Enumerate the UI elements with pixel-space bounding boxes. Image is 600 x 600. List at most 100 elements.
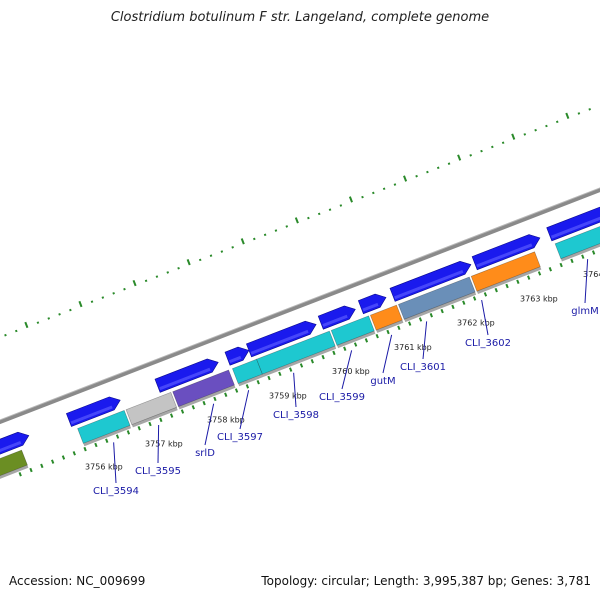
inner-tick — [310, 359, 314, 364]
backbone-line — [0, 187, 600, 425]
inner-tick — [234, 388, 239, 393]
gene-label: CLI_3598 — [273, 410, 319, 421]
inner-tick — [581, 254, 585, 259]
kbp-scale-labels: 3756 kbp 3757 kbp 3758 kbp 3759 kbp 3760 kbp… — [85, 270, 600, 472]
reverse-gene-block — [77, 410, 131, 444]
outer-tick-dot — [24, 321, 29, 329]
inner-tick — [429, 313, 433, 318]
inner-tick — [451, 304, 455, 310]
reverse-gene-block — [398, 276, 476, 320]
reverse-gene-shadow — [178, 385, 236, 410]
inner-tick — [375, 333, 379, 339]
inner-tick — [267, 375, 271, 381]
kbp-label: 3758 kbp — [207, 415, 245, 424]
inner-tick — [213, 396, 217, 402]
accession-label: Accession: NC_009699 — [9, 574, 146, 588]
outer-tick-dot — [426, 170, 429, 174]
reverse-gene-shadow — [83, 425, 131, 447]
outer-tick-dot — [372, 191, 375, 195]
outer-tick-dot — [511, 133, 516, 140]
outer-tick-dot — [123, 287, 126, 291]
inner-tick — [343, 346, 347, 351]
reverse-gene-shadow — [0, 465, 29, 479]
kbp-label: 3760 kbp — [332, 367, 370, 376]
reverse-gene-block — [330, 315, 375, 346]
forward-gene-shine — [159, 367, 211, 391]
outer-tick-dot — [436, 166, 440, 170]
forward-gene-shine — [322, 314, 348, 327]
outer-tick-dot — [501, 141, 505, 145]
outer-tick-dot — [90, 300, 94, 304]
outer-tick-dot — [220, 250, 224, 253]
outer-tick-dot — [577, 112, 581, 115]
gene-callout-line — [584, 259, 589, 304]
reverse-gene-block — [125, 392, 177, 425]
inner-tick — [278, 371, 282, 377]
gene-label: CLI_3602 — [465, 338, 511, 349]
inner-tick — [570, 258, 574, 264]
inner-tick — [505, 283, 509, 289]
forward-gene-shine — [476, 243, 533, 268]
outer-tick-dot — [36, 321, 40, 324]
outer-tick-dot — [58, 312, 61, 316]
outer-tick-dot — [112, 292, 115, 295]
inner-tick — [440, 308, 444, 314]
inner-tick — [353, 342, 358, 347]
inner-tick — [559, 262, 563, 268]
inner-tick — [94, 442, 98, 448]
gene-callout-line — [341, 350, 353, 390]
inner-tick — [397, 325, 401, 331]
reverse-gene-block — [470, 251, 541, 292]
kbp-label: 3757 kbp — [145, 439, 183, 448]
gene-label: gutM — [370, 376, 395, 387]
inner-tick — [494, 287, 498, 293]
inner-tick — [159, 417, 163, 423]
kbp-label: 3764 kbp — [583, 270, 600, 279]
inner-tick — [299, 363, 304, 368]
outer-tick-dot — [307, 216, 310, 220]
outer-tick-dot — [328, 208, 332, 211]
outer-tick-dot — [339, 204, 343, 207]
inner-tick — [364, 338, 369, 343]
outer-tick-dot — [186, 259, 191, 266]
inner-tick — [148, 421, 152, 427]
outer-tick-dot — [231, 246, 234, 249]
reverse-gene-block — [172, 369, 235, 407]
outer-tick-dots — [4, 107, 591, 337]
inner-tick — [29, 467, 33, 473]
outer-tick-dot — [403, 175, 408, 182]
outer-tick-dot — [4, 333, 7, 337]
reverse-gene-shadow — [337, 330, 376, 349]
map-title: Clostridium botulinum F str. Langeland, … — [110, 10, 490, 25]
outer-tick-dot — [317, 212, 321, 216]
forward-gene-shine — [70, 405, 113, 425]
backbone — [0, 187, 600, 425]
genome-summary: Topology: circular; Length: 3,995,387 bp… — [261, 574, 591, 588]
inner-tick — [61, 455, 66, 460]
inner-tick — [289, 367, 293, 372]
outer-tick-dot — [166, 271, 170, 274]
gene-callout-line — [204, 403, 215, 446]
outer-tick-dot — [457, 154, 462, 161]
inner-tick — [483, 292, 488, 297]
reverse-gene-shadow — [262, 346, 337, 377]
gene-callout-line — [422, 321, 428, 360]
outer-tick-dot — [144, 279, 148, 283]
gene-label: CLI_3595 — [135, 466, 181, 477]
backbone-highlight — [0, 187, 600, 421]
gene-callouts: CLI_3594CLI_3595srlDCLI_3597CLI_3598CLI_… — [93, 259, 599, 497]
inner-tick — [180, 409, 185, 414]
inner-tick — [40, 463, 44, 469]
kbp-label: 3759 kbp — [269, 391, 307, 400]
outer-tick-dot — [177, 266, 180, 270]
gene-callout-line — [113, 442, 117, 484]
inner-tick — [332, 350, 336, 356]
outer-tick-dot — [447, 162, 451, 165]
outer-tick-dot — [534, 128, 537, 132]
gene-label: CLI_3594 — [93, 486, 139, 497]
gene-label: glmM — [571, 306, 599, 317]
forward-gene-arrow — [224, 346, 250, 366]
inner-tick — [224, 392, 228, 397]
outer-tick-dot — [545, 124, 548, 128]
